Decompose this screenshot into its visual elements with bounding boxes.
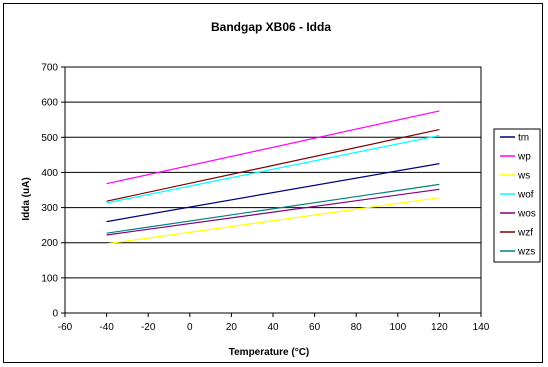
series-lines (106, 110, 440, 245)
x-tick-label: 0 (187, 322, 193, 333)
series-line-ws (106, 197, 440, 245)
legend-box (493, 128, 541, 263)
y-tick-label: 200 (41, 238, 58, 249)
x-axis-ticks: -60 -40 -20 0 20 40 60 80 100 120 140 (58, 313, 490, 333)
x-tick-label: -20 (141, 322, 156, 333)
series-line-wzf (106, 129, 440, 202)
series-line-wp (106, 110, 440, 185)
legend-label-wp: wp (517, 152, 531, 163)
y-tick-label: 100 (41, 273, 58, 284)
x-tick-label: 120 (431, 322, 448, 333)
y-tick-label: 300 (41, 203, 58, 214)
y-tick-label: 400 (41, 168, 58, 179)
series-line-tm (106, 163, 440, 223)
x-tick-label: 80 (351, 322, 363, 333)
grid-lines (65, 101, 481, 279)
series-line-wos (106, 188, 440, 236)
y-axis-ticks: 0 100 200 300 400 500 600 700 (41, 63, 65, 320)
legend-label-ws: ws (517, 171, 530, 182)
x-tick-label: 60 (309, 322, 321, 333)
x-axis-label: Temperature (°C) (229, 347, 310, 358)
legend-label-wof: wof (517, 190, 534, 201)
x-tick-label: 100 (389, 322, 406, 333)
legend-label-tm: tm (518, 133, 529, 144)
y-tick-label: 600 (41, 98, 58, 109)
legend: tm wp ws wof wos wzf wzs (493, 128, 541, 263)
x-tick-label: 140 (473, 322, 490, 333)
legend-label-wzs: wzs (517, 247, 535, 258)
y-axis-label: Idda (uA) (21, 177, 32, 220)
y-tick-label: 0 (52, 309, 58, 320)
legend-label-wos: wos (517, 209, 536, 220)
x-tick-label: -60 (58, 322, 73, 333)
plot-area (64, 66, 482, 314)
chart-frame: Bandgap XB06 - Idda 0 100 200 300 400 500 600 7… (3, 3, 543, 363)
x-tick-label: -40 (99, 322, 114, 333)
y-tick-label: 700 (41, 63, 58, 74)
chart-title: Bandgap XB06 - Idda (211, 20, 331, 34)
y-tick-label: 500 (41, 133, 58, 144)
legend-label-wzf: wzf (517, 228, 533, 239)
series-line-wof (106, 134, 440, 204)
series-line-wzs (106, 183, 440, 234)
line-chart: Bandgap XB06 - Idda 01002003004005006007… (21, 20, 541, 358)
x-tick-label: 20 (226, 322, 238, 333)
x-tick-label: 40 (267, 322, 279, 333)
